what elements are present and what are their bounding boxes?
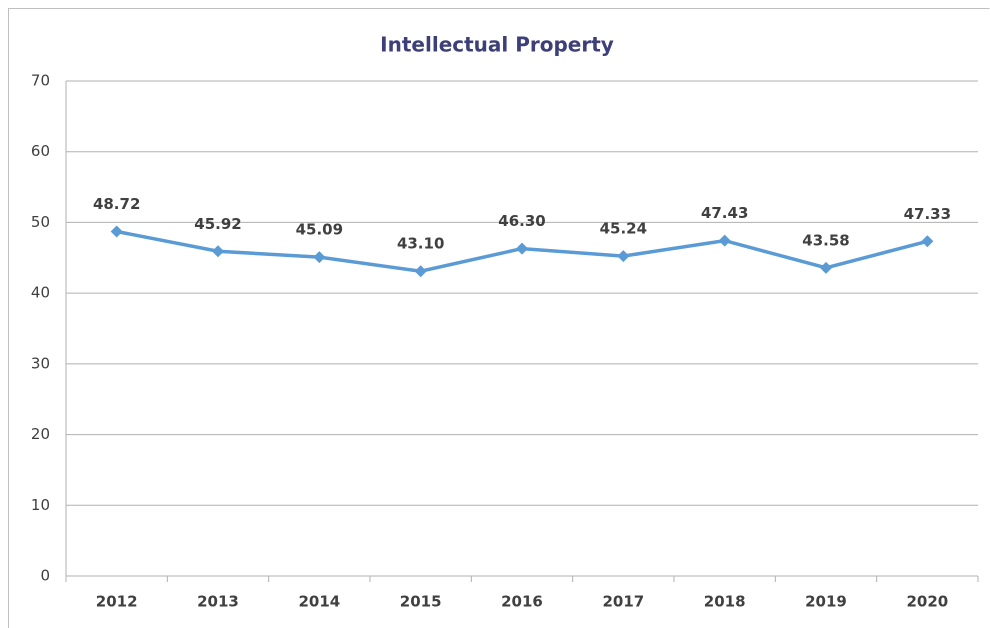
point-marker (718, 234, 731, 247)
point-marker (110, 225, 123, 238)
y-tick-label: 30 (31, 354, 50, 372)
data-label: 46.30 (498, 212, 545, 230)
x-tick-label: 2020 (906, 593, 948, 611)
x-tick-label: 2018 (704, 593, 746, 611)
point-marker (617, 250, 630, 263)
x-tick-label: 2019 (805, 593, 847, 611)
data-label: 47.33 (904, 205, 951, 223)
data-label: 45.92 (194, 215, 241, 233)
chart-frame (8, 8, 990, 628)
data-label: 43.58 (802, 231, 849, 249)
point-marker (414, 265, 427, 278)
y-tick-label: 0 (40, 567, 50, 585)
x-tick-label: 2016 (501, 593, 543, 611)
y-tick-label: 70 (31, 72, 50, 90)
point-marker (820, 261, 832, 274)
y-tick-label: 50 (31, 213, 50, 231)
y-tick-label: 40 (31, 284, 50, 302)
data-label: 45.09 (296, 221, 343, 239)
point-marker (212, 245, 224, 258)
y-tick-label: 60 (31, 142, 50, 160)
data-label: 45.24 (600, 220, 647, 238)
chart-title: Intellectual Property (380, 33, 614, 57)
y-tick-label: 10 (31, 496, 50, 514)
data-label: 48.72 (93, 195, 140, 213)
point-marker (313, 251, 326, 264)
y-tick-label: 20 (31, 425, 50, 443)
x-tick-label: 2017 (602, 593, 644, 611)
x-tick-label: 2012 (96, 593, 138, 611)
point-marker (516, 242, 528, 255)
data-label: 47.43 (701, 204, 748, 222)
x-tick-label: 2013 (197, 593, 239, 611)
data-label: 43.10 (397, 235, 444, 253)
x-tick-label: 2014 (298, 593, 340, 611)
x-tick-label: 2015 (400, 593, 442, 611)
point-marker (921, 235, 934, 248)
